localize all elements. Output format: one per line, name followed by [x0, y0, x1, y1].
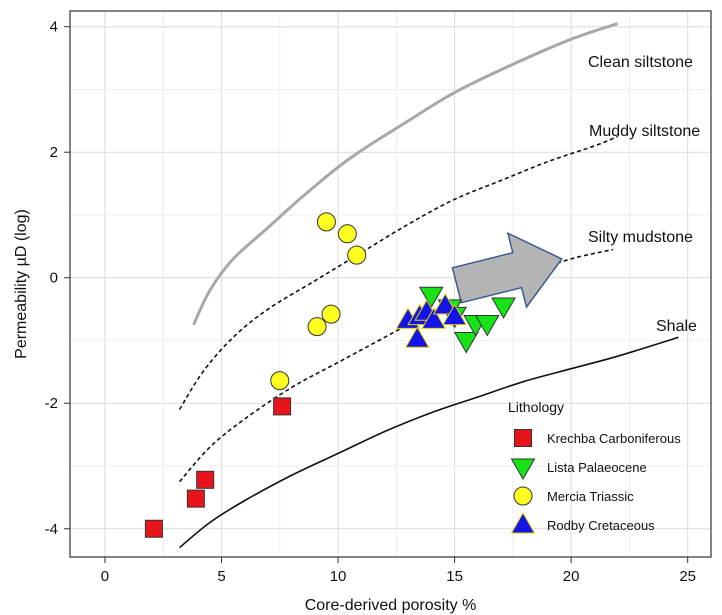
- x-tick-label: 0: [101, 568, 109, 585]
- point-krechba-carboniferous: [144, 519, 163, 538]
- x-tick-label: 5: [217, 568, 225, 585]
- point-lista-palaeocene: [474, 315, 500, 337]
- trend-arrow: [451, 231, 563, 309]
- x-tick-label: 15: [446, 568, 463, 585]
- data-points: [144, 212, 516, 538]
- point-lista-palaeocene: [418, 286, 444, 309]
- x-axis-title: Core-derived porosity %: [305, 597, 477, 614]
- curve-clean-siltstone: [192, 22, 619, 326]
- point-krechba-carboniferous: [186, 489, 205, 508]
- legend-marker-rodby-cretaceous: [510, 511, 536, 534]
- y-axis-ticks: -4 -2 0 2 4: [45, 19, 70, 538]
- y-tick-label: -2: [45, 395, 58, 412]
- point-rodby-cretaceous: [404, 326, 430, 348]
- grid-lines: [70, 11, 711, 557]
- point-mercia-triassic: [347, 245, 367, 265]
- x-tick-label: 20: [563, 568, 580, 585]
- curve-label-muddy-siltstone: Muddy siltstone: [589, 123, 700, 140]
- point-mercia-triassic: [307, 317, 327, 337]
- point-rodby-cretaceous: [421, 307, 446, 329]
- y-tick-label: -4: [45, 521, 58, 538]
- trend-arrow-layer: [451, 231, 563, 309]
- legend: Lithology Krechba Carboniferous Lista Pal…: [508, 399, 681, 534]
- point-lista-palaeocene: [491, 297, 516, 319]
- y-tick-label: 0: [50, 270, 58, 287]
- point-mercia-triassic: [337, 224, 357, 244]
- legend-marker-krechba-carboniferous: [514, 429, 532, 447]
- y-axis-title: Permeability µD (log): [13, 209, 30, 359]
- x-axis-ticks: 0 5 10 15 20 25: [101, 557, 696, 585]
- plot-frame: [69, 10, 712, 558]
- y-tick-label: 4: [50, 19, 58, 36]
- curve-labels: Clean siltstone Muddy siltstone Silty muds…: [588, 54, 700, 335]
- legend-marker-mercia-triassic: [513, 486, 533, 506]
- point-rodby-cretaceous: [442, 303, 467, 326]
- y-tick-label: 2: [50, 144, 58, 161]
- curve-label-clean-siltstone: Clean siltstone: [588, 54, 693, 71]
- point-mercia-triassic: [321, 304, 341, 324]
- legend-label-rodby-cretaceous: Rodby Cretaceous: [547, 518, 655, 533]
- curve-shale: [179, 336, 679, 549]
- point-lista-palaeocene: [453, 331, 479, 354]
- point-krechba-carboniferous: [196, 470, 215, 489]
- x-tick-label: 25: [679, 568, 696, 585]
- legend-label-mercia-triassic: Mercia Triassic: [547, 489, 634, 504]
- x-tick-label: 10: [330, 568, 347, 585]
- legend-title: Lithology: [508, 399, 564, 415]
- point-mercia-triassic: [316, 212, 336, 232]
- point-rodby-cretaceous: [432, 292, 458, 315]
- point-mercia-triassic: [270, 371, 290, 391]
- point-krechba-carboniferous: [273, 397, 292, 416]
- legend-label-lista-palaeocene: Lista Palaeocene: [547, 460, 647, 475]
- legend-label-krechba-carboniferous: Krechba Carboniferous: [547, 431, 681, 446]
- curve-muddy-siltstone: [178, 135, 619, 410]
- curve-label-shale: Shale: [656, 318, 697, 335]
- legend-marker-lista-palaeocene: [510, 458, 536, 481]
- curve-label-silty-mudstone: Silty mudstone: [588, 229, 693, 246]
